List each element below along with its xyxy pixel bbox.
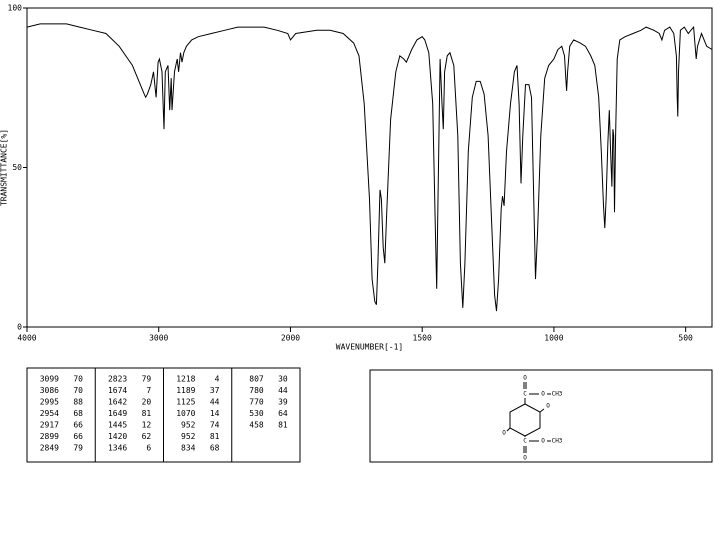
peak-transmittance: 81	[278, 421, 288, 430]
peak-transmittance: 30	[278, 375, 288, 384]
y-tick-label: 0	[17, 323, 22, 332]
atom-label: CH3	[552, 438, 563, 445]
y-axis-label: TRANSMITTANCE[%]	[0, 129, 9, 206]
atom-label: O	[546, 403, 550, 410]
peak-wavenumber: 1125	[176, 398, 195, 407]
y-tick-label: 50	[12, 163, 22, 172]
peak-wavenumber: 834	[181, 444, 196, 453]
peak-transmittance: 81	[210, 432, 220, 441]
plot-frame	[26, 7, 713, 328]
bond	[539, 408, 545, 413]
peak-transmittance: 12	[142, 421, 152, 430]
peak-wavenumber: 2917	[40, 421, 59, 430]
peak-wavenumber: 3086	[40, 386, 59, 395]
peak-transmittance: 74	[210, 421, 220, 430]
peak-wavenumber: 1189	[176, 386, 195, 395]
peak-wavenumber: 1420	[108, 432, 127, 441]
peak-wavenumber: 2995	[40, 398, 59, 407]
peak-transmittance: 44	[278, 386, 288, 395]
spectrum-line	[26, 23, 713, 312]
peak-transmittance: 62	[142, 432, 152, 441]
peak-wavenumber: 1649	[108, 409, 127, 418]
structure-frame	[369, 369, 713, 463]
peak-wavenumber: 1070	[176, 409, 195, 418]
atom-label: O	[541, 391, 545, 398]
peak-wavenumber: 1642	[108, 398, 127, 407]
x-tick-label: 4000	[17, 334, 36, 343]
peak-transmittance: 70	[73, 386, 83, 395]
y-tick-label: 100	[8, 4, 23, 13]
atom-label: C	[523, 391, 527, 398]
peak-wavenumber: 770	[249, 398, 264, 407]
x-tick-label: 1500	[413, 334, 432, 343]
peak-transmittance: 20	[142, 398, 152, 407]
peak-transmittance: 44	[210, 398, 220, 407]
peak-transmittance: 79	[73, 444, 83, 453]
peak-wavenumber: 530	[249, 409, 264, 418]
x-tick-label: 1000	[544, 334, 563, 343]
peak-transmittance: 70	[73, 375, 83, 384]
peak-transmittance: 64	[278, 409, 288, 418]
peak-wavenumber: 1445	[108, 421, 127, 430]
peak-transmittance: 7	[146, 386, 151, 395]
peak-wavenumber: 952	[181, 432, 196, 441]
atom-label: O	[523, 375, 527, 382]
peak-wavenumber: 1346	[108, 444, 127, 453]
peak-transmittance: 88	[73, 398, 83, 407]
peak-transmittance: 37	[210, 386, 220, 395]
peak-wavenumber: 2823	[108, 375, 127, 384]
x-axis-label: WAVENUMBER[-1]	[336, 343, 403, 352]
peak-transmittance: 66	[73, 432, 83, 441]
peak-transmittance: 79	[142, 375, 152, 384]
peak-transmittance: 68	[210, 444, 220, 453]
peak-transmittance: 14	[210, 409, 220, 418]
peak-wavenumber: 952	[181, 421, 196, 430]
peak-wavenumber: 3099	[40, 375, 59, 384]
peak-transmittance: 68	[73, 409, 83, 418]
structure	[506, 382, 551, 453]
ring	[509, 403, 541, 437]
peak-wavenumber: 2899	[40, 432, 59, 441]
x-tick-label: 2000	[281, 334, 300, 343]
peak-wavenumber: 780	[249, 386, 264, 395]
peak-transmittance: 6	[146, 444, 151, 453]
atom-label: CH3	[552, 391, 563, 398]
peak-transmittance: 39	[278, 398, 288, 407]
peak-wavenumber: 2849	[40, 444, 59, 453]
peak-transmittance: 66	[73, 421, 83, 430]
peak-wavenumber: 1218	[176, 375, 195, 384]
peak-wavenumber: 2954	[40, 409, 59, 418]
x-tick-label: 3000	[149, 334, 168, 343]
atom-label: C	[523, 438, 527, 445]
atom-label: O	[502, 430, 506, 437]
x-tick-label: 500	[678, 334, 693, 343]
atom-label: O	[541, 438, 545, 445]
peak-wavenumber: 458	[249, 421, 264, 430]
peak-transmittance: 4	[215, 375, 220, 384]
bond	[506, 427, 511, 432]
atom-label: O	[523, 455, 527, 462]
peak-wavenumber: 807	[249, 375, 264, 384]
peak-wavenumber: 1674	[108, 386, 127, 395]
peak-transmittance: 81	[142, 409, 152, 418]
